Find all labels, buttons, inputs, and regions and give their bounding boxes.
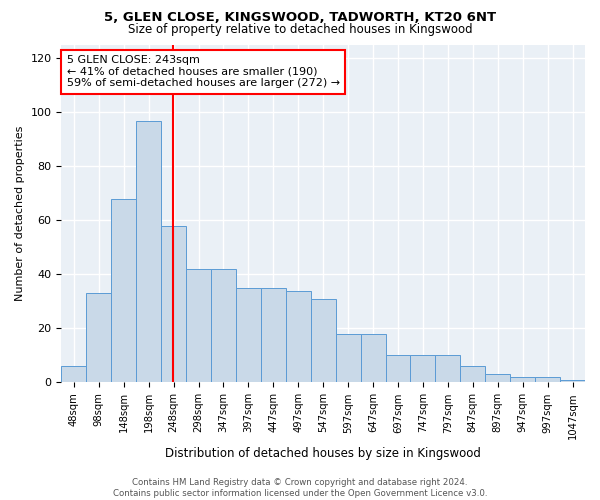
Bar — [86, 294, 111, 382]
Y-axis label: Number of detached properties: Number of detached properties — [15, 126, 25, 302]
Text: 5 GLEN CLOSE: 243sqm
← 41% of detached houses are smaller (190)
59% of semi-deta: 5 GLEN CLOSE: 243sqm ← 41% of detached h… — [67, 55, 340, 88]
Bar — [311, 299, 335, 382]
Bar — [560, 380, 585, 382]
Bar — [211, 269, 236, 382]
Bar — [236, 288, 261, 382]
Bar — [361, 334, 386, 382]
Bar — [286, 290, 311, 382]
Bar — [510, 377, 535, 382]
Text: Size of property relative to detached houses in Kingswood: Size of property relative to detached ho… — [128, 22, 472, 36]
Bar — [261, 288, 286, 382]
Bar — [186, 269, 211, 382]
Bar — [436, 356, 460, 382]
Bar — [136, 120, 161, 382]
Bar — [460, 366, 485, 382]
Bar — [161, 226, 186, 382]
Text: 5, GLEN CLOSE, KINGSWOOD, TADWORTH, KT20 6NT: 5, GLEN CLOSE, KINGSWOOD, TADWORTH, KT20… — [104, 11, 496, 24]
Bar — [335, 334, 361, 382]
Bar — [535, 377, 560, 382]
X-axis label: Distribution of detached houses by size in Kingswood: Distribution of detached houses by size … — [165, 447, 481, 460]
Bar — [410, 356, 436, 382]
Text: Contains HM Land Registry data © Crown copyright and database right 2024.
Contai: Contains HM Land Registry data © Crown c… — [113, 478, 487, 498]
Bar — [485, 374, 510, 382]
Bar — [386, 356, 410, 382]
Bar — [111, 199, 136, 382]
Bar — [61, 366, 86, 382]
